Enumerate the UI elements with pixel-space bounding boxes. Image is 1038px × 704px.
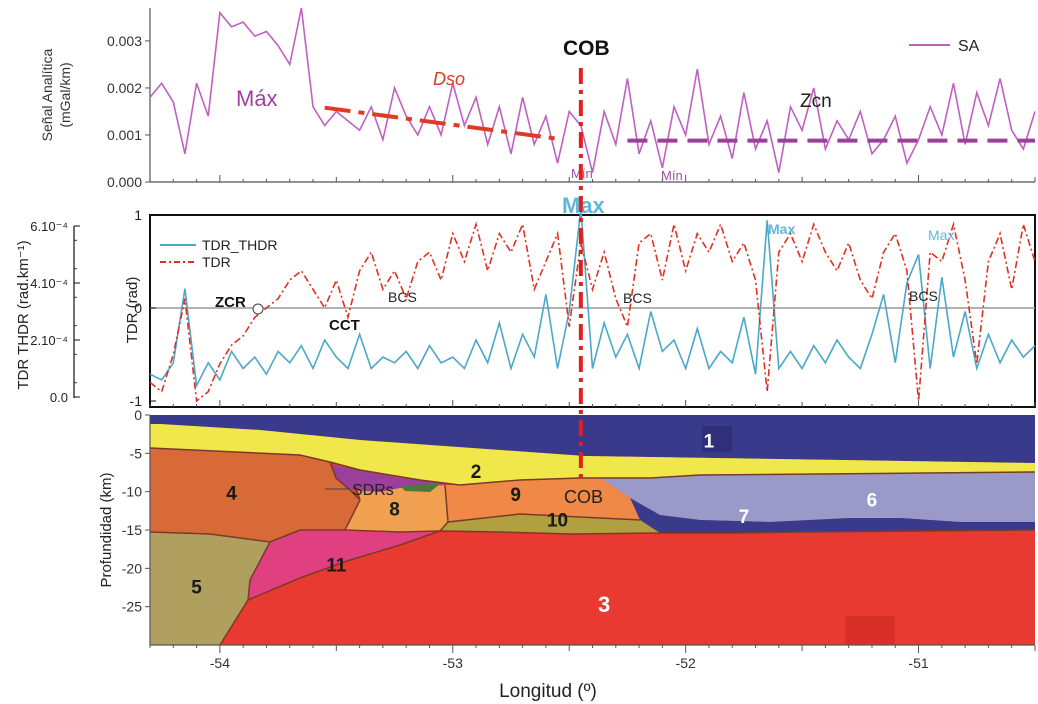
tdr-y-tick-label: -1 <box>130 393 143 409</box>
depth-y-tick-label: -25 <box>122 599 142 615</box>
unit-6-area <box>600 472 1035 522</box>
sa-series-group <box>149 7 1036 173</box>
label-max-3: Max <box>928 227 954 243</box>
unit-label-1: 1 <box>704 431 715 452</box>
legend-tdr-label: TDR <box>202 254 231 270</box>
depth-units <box>150 415 1035 645</box>
unit-4-area <box>150 448 360 542</box>
label-max-top: Max <box>562 193 606 218</box>
sa-overlays <box>324 105 1035 143</box>
thdr-y-tick-label: 2.10⁻⁴ <box>30 333 68 348</box>
x-tick-label: -52 <box>676 655 696 671</box>
label-bcs-2: BCS <box>623 290 652 306</box>
unit-label-6: 6 <box>867 490 878 511</box>
thdr-y-tick-label: 0.0 <box>50 390 68 405</box>
sa-y-tick-label: 0.001 <box>107 127 142 143</box>
depth-ylabel: Profundidad (km) <box>98 472 115 587</box>
thdr-series-line <box>149 208 1036 389</box>
depth-y-ticks: 0 -5 -10 -15 -20 -25 <box>122 407 150 615</box>
label-dso: Dso <box>433 69 465 89</box>
legend-thdr-label: TDR_THDR <box>202 237 277 253</box>
panel-depth: 0 -5 -10 -15 -20 -25 Profundidad (km) SDRs CO… <box>98 407 1035 646</box>
label-zcr: ZCR <box>215 294 246 311</box>
unit-label-2: 2 <box>471 462 482 483</box>
label-cob-top: COB <box>563 37 610 60</box>
depth-y-tick-label: -20 <box>122 560 142 576</box>
sa-y-tick-label: 0.000 <box>107 174 142 190</box>
depth-y-tick-label: -10 <box>122 484 142 500</box>
panel-sa: 0.000 0.001 0.002 0.003 Señal Analítica (mG… <box>39 7 1036 190</box>
zcr-marker <box>252 303 264 315</box>
tdr-series-group <box>149 208 1036 403</box>
unit-labels: 1 2 3 4 5 6 7 8 9 10 11 <box>191 431 877 617</box>
thdr-y-tick-label: 6.10⁻⁴ <box>30 219 68 234</box>
unit-label-8: 8 <box>389 500 400 521</box>
x-tick-label: -51 <box>908 655 928 671</box>
sa-frame <box>149 8 1035 183</box>
label-bcs-1: BCS <box>388 289 417 305</box>
unit-label-11: 11 <box>326 556 347 577</box>
label-sdrs: SDRs <box>352 482 394 499</box>
thdr-ylabel: TDR THDR (rad.km⁻¹) <box>15 240 32 389</box>
unit-9-area <box>445 478 640 522</box>
sa-ylabel-line2: (mGal/km) <box>57 62 73 127</box>
unit-label-3: 3 <box>598 592 610 617</box>
label-cct: CCT <box>329 317 360 334</box>
unit-7-area <box>630 498 1035 533</box>
unit-1-label-box <box>702 426 732 452</box>
x-tick-label: -53 <box>443 655 463 671</box>
tdr-y-tick-label: 0 <box>134 300 142 316</box>
unit-label-4: 4 <box>226 483 237 504</box>
tdr-y-ticks: 1 0 -1 <box>130 207 156 409</box>
label-bcs-3: BCS <box>909 288 938 304</box>
label-cob-depth: COB <box>564 487 603 507</box>
unit-label-5: 5 <box>191 578 202 599</box>
sa-y-tick-label: 0.002 <box>107 80 142 96</box>
unit-2-area <box>150 424 1035 485</box>
sdrs-green <box>400 484 440 492</box>
label-max-2: Max <box>768 221 795 237</box>
depth-y-tick-label: -5 <box>130 445 143 461</box>
unit-label-9: 9 <box>510 485 521 506</box>
label-max: Máx <box>236 86 278 111</box>
sa-legend-label: SA <box>958 38 980 55</box>
depth-y-tick-label: -15 <box>122 522 142 538</box>
unit-label-10: 10 <box>547 510 568 531</box>
thdr-y-ticks: 6.10⁻⁴ 4.10⁻⁴ 2.10⁻⁴ 0.0 <box>30 219 80 405</box>
unit-11-area <box>248 530 440 600</box>
sa-y-tick-label: 0.003 <box>107 33 142 49</box>
x-tick-label: -54 <box>210 655 230 671</box>
tdr-y-tick-label: 1 <box>134 207 142 223</box>
unit-3-shade <box>845 616 895 644</box>
sa-ylabel-line1: Señal Analítica <box>39 48 55 141</box>
unit-boundaries <box>150 447 1035 645</box>
label-zcn: Zcn <box>800 91 832 112</box>
sa-y-ticks: 0.000 0.001 0.002 0.003 <box>107 33 150 190</box>
tdr-ylabel: TDR (rad) <box>124 277 141 344</box>
depth-y-tick-label: 0 <box>134 407 142 423</box>
unit-5-area <box>150 532 270 645</box>
panel-tdr: 1 0 -1 6.10⁻⁴ 4.10⁻⁴ 2.10⁻⁴ 0.0 TDR (rad) TDR… <box>15 193 1036 409</box>
dso-trend-line <box>324 105 558 141</box>
thdr-y-tick-label: 4.10⁻⁴ <box>30 276 68 291</box>
x-axis-label: Longitud (º) <box>499 681 597 702</box>
label-min-2: Mín <box>661 168 683 183</box>
tdr-series-line <box>149 221 1036 403</box>
x-axis: -54 -53 -52 -51 <box>149 175 1036 671</box>
unit-label-7: 7 <box>739 507 750 528</box>
sa-series-line <box>149 7 1036 173</box>
unit-1-area <box>150 415 1035 463</box>
